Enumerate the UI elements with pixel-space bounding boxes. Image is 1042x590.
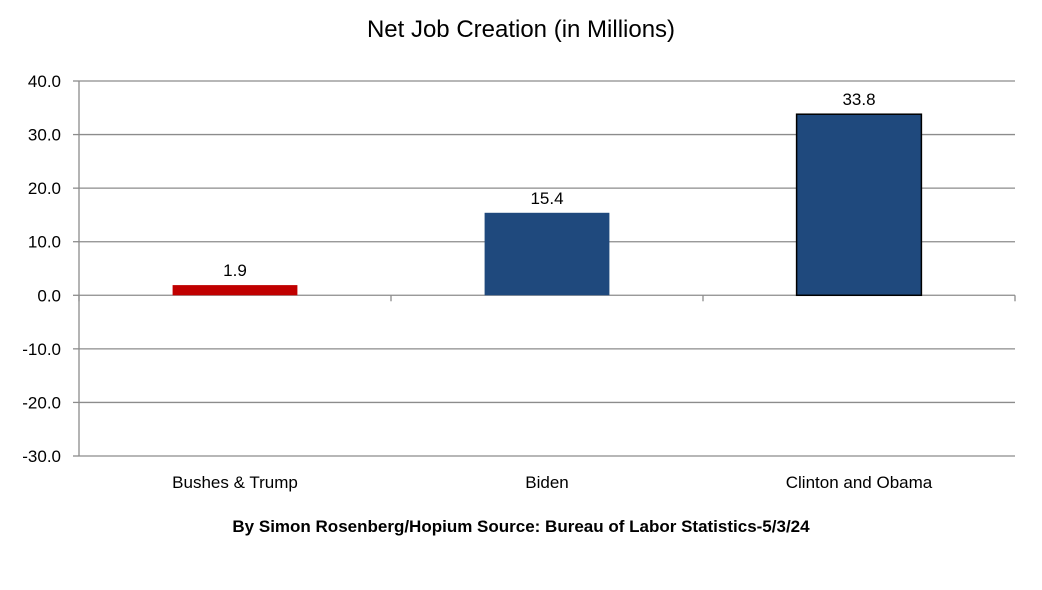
data-label: 33.8	[842, 90, 875, 109]
data-label: 1.9	[223, 261, 247, 280]
source-footer: By Simon Rosenberg/Hopium Source: Bureau…	[232, 517, 810, 536]
y-tick-label: 40.0	[28, 72, 61, 91]
data-label: 15.4	[530, 189, 563, 208]
y-tick-label: 30.0	[28, 126, 61, 145]
chart-title: Net Job Creation (in Millions)	[366, 16, 676, 43]
y-tick-label: 10.0	[28, 233, 61, 252]
x-tick-label: Biden	[525, 473, 568, 492]
y-tick-label: -20.0	[22, 393, 61, 412]
y-tick-label: -10.0	[22, 340, 61, 359]
bar	[484, 212, 610, 296]
x-tick-label: Bushes & Trump	[172, 473, 298, 492]
y-tick-label: -30.0	[22, 447, 61, 466]
y-tick-label: 0.0	[37, 286, 61, 305]
x-tick-label: Clinton and Obama	[786, 473, 933, 492]
y-tick-label: 20.0	[28, 179, 61, 198]
bar	[795, 113, 923, 297]
bar	[172, 285, 298, 296]
